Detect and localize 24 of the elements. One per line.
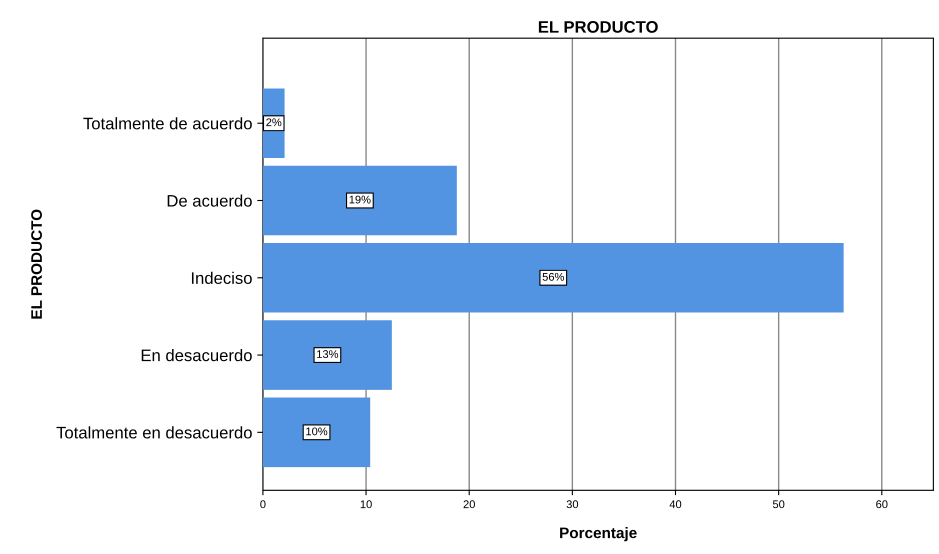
x-tick-label: 40 xyxy=(670,500,682,508)
y-tick-label: Indeciso xyxy=(192,272,252,284)
x-tick-label: 20 xyxy=(464,500,475,508)
y-axis-title: EL PRODUCTO xyxy=(31,210,42,319)
bar xyxy=(262,243,844,313)
data-label: 19% xyxy=(350,196,371,204)
bar xyxy=(262,166,457,236)
data-label: 56% xyxy=(542,272,564,281)
x-axis-title: Porcentaje xyxy=(560,527,637,542)
x-tick-label: 30 xyxy=(566,500,578,508)
x-tick-label: 50 xyxy=(772,500,784,508)
bar xyxy=(262,398,370,468)
chart-title: EL PRODUCTO xyxy=(538,21,658,33)
bar xyxy=(262,320,392,390)
y-tick-label: Totalmente de acuerdo xyxy=(83,117,252,130)
x-tick-label: 10 xyxy=(360,500,372,508)
x-tick-label: 0 xyxy=(260,500,266,508)
y-tick-label: En desacuerdo xyxy=(142,349,252,362)
data-label: 10% xyxy=(306,427,328,436)
x-tick-label: 60 xyxy=(876,500,888,508)
data-label: 13% xyxy=(317,350,338,358)
data-label: 2% xyxy=(266,118,282,126)
y-tick-label: De acuerdo xyxy=(168,194,252,207)
y-tick-label: Totalmente en desacuerdo xyxy=(56,426,252,439)
